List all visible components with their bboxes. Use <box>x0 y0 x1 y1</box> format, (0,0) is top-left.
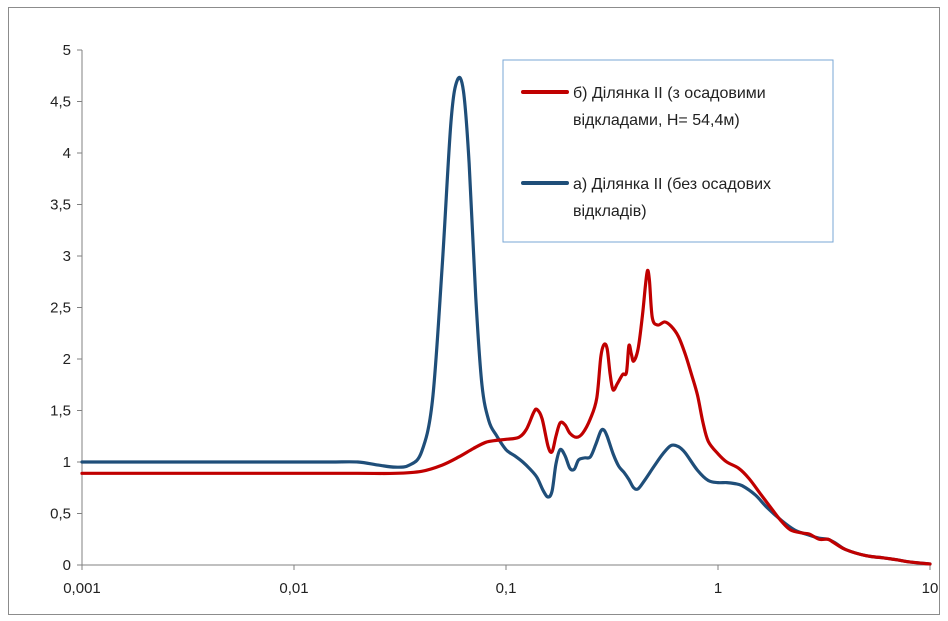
series-line-a-without-sediments <box>80 75 932 566</box>
y-tick-label: 2,5 <box>50 300 71 317</box>
series-line-b-with-sediments <box>80 268 932 566</box>
y-tick-label: 4,5 <box>50 94 71 111</box>
legend-label-series-b-line2: відкладами, H= 54,4м) <box>573 112 740 129</box>
series-lines <box>80 75 932 566</box>
x-tick-label: 0,001 <box>63 580 101 597</box>
y-tick-label: 2 <box>63 351 71 368</box>
y-tick-label: 0,5 <box>50 506 71 523</box>
axes: 0 0,5 1 1,5 2 2,5 3 3,5 4 4,5 5 0,001 0,01 0,1 1 10 <box>50 42 938 597</box>
y-tick-label: 0 <box>63 557 71 574</box>
y-tick-label: 3,5 <box>50 197 71 214</box>
x-tick-label: 0,1 <box>496 580 517 597</box>
y-tick-label: 1,5 <box>50 403 71 420</box>
legend: б) Ділянка II (з осадовими відкладами, H… <box>502 59 834 243</box>
x-tick-label: 1 <box>714 580 722 597</box>
legend-label-series-b-line1: б) Ділянка II (з осадовими <box>573 85 766 102</box>
legend-label-series-a-line1: а) Ділянка II (без осадових <box>573 176 771 193</box>
y-tick-label: 4 <box>63 145 71 162</box>
x-tick-label: 0,01 <box>279 580 308 597</box>
legend-label-series-a-line2: відкладів) <box>573 203 647 220</box>
y-tick-label: 1 <box>63 454 71 471</box>
x-tick-label: 10 <box>922 580 939 597</box>
y-tick-label: 3 <box>63 248 71 265</box>
y-tick-label: 5 <box>63 42 71 59</box>
